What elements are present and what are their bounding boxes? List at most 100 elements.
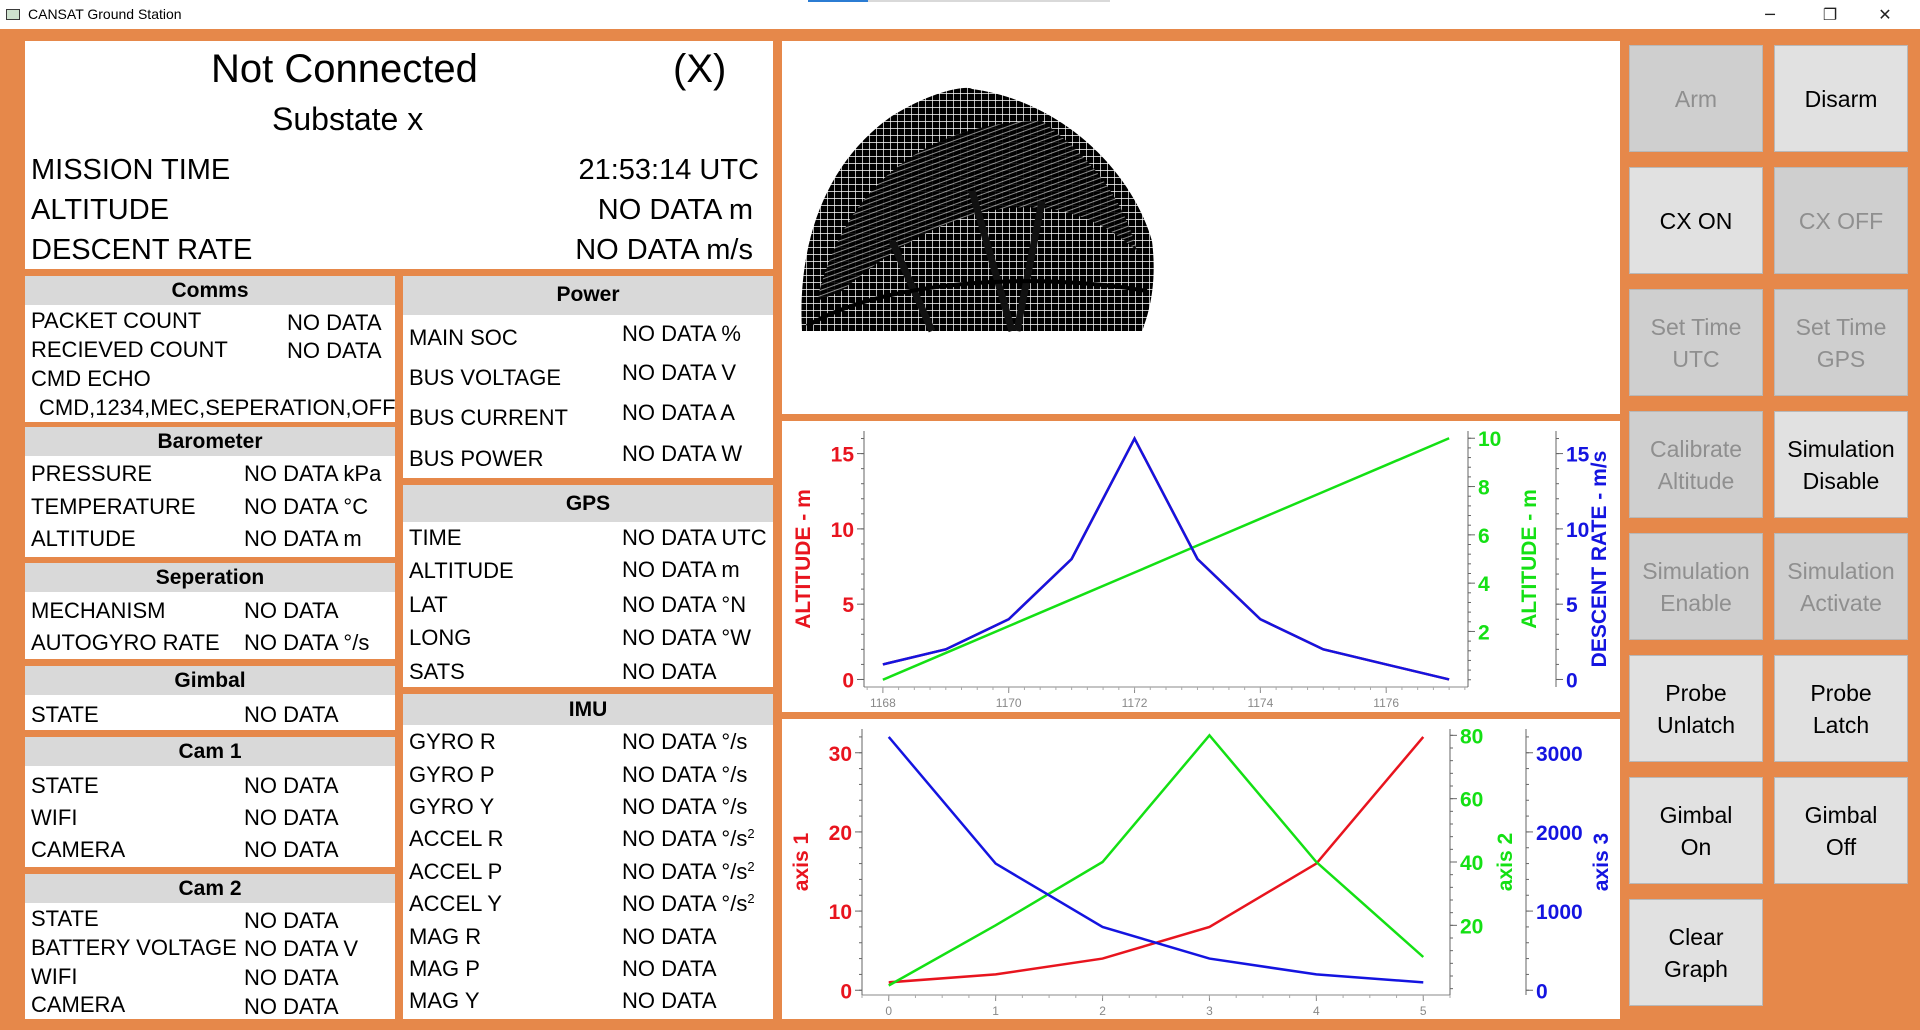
long-label: LONG xyxy=(409,625,472,650)
cam1-state-label: STATE xyxy=(31,773,99,798)
main-soc-label: MAIN SOC xyxy=(409,325,518,350)
imu-value-gyro-p: NO DATA °/s xyxy=(622,763,747,787)
simulation-activate-button[interactable]: Simulation Activate xyxy=(1774,533,1908,640)
probe-latch-button[interactable]: Probe Latch xyxy=(1774,655,1908,762)
imu-value-text: NO DATA °/s xyxy=(622,762,748,787)
set-time-utc-button[interactable]: Set Time UTC xyxy=(1629,289,1763,396)
power-panel: Power MAIN SOC NO DATA % BUS VOLTAGE NO … xyxy=(403,276,773,478)
probe-unlatch-button[interactable]: Probe Unlatch xyxy=(1629,655,1763,762)
imu-value-accel-r: NO DATA °/s2 xyxy=(622,827,755,851)
simulation-enable-button[interactable]: Simulation Enable xyxy=(1629,533,1763,640)
blue-y-tick-label: 1000 xyxy=(1536,901,1583,924)
temperature-label: TEMPERATURE xyxy=(31,494,196,519)
blue-y-tick-label: 0 xyxy=(1536,980,1548,1003)
green-y-tick-label: 40 xyxy=(1460,852,1483,875)
green-y-tick-label: 20 xyxy=(1460,915,1483,938)
close-icon[interactable]: ✕ xyxy=(1878,5,1892,24)
imu-value-text: NO DATA xyxy=(622,988,717,1013)
baro-altitude-label: ALTITUDE xyxy=(31,526,136,551)
set-time-gps-button[interactable]: Set Time GPS xyxy=(1774,289,1908,396)
cam2-panel: Cam 2 STATE NO DATA BATTERY VOLTAGE NO D… xyxy=(25,874,395,1019)
red-y-axis-title: axis 1 xyxy=(790,832,813,891)
maximize-icon[interactable]: ❐ xyxy=(1822,5,1838,24)
cam2-wifi-label: WIFI xyxy=(31,964,78,989)
recieved-count-value: NO DATA xyxy=(287,338,382,363)
mechanism-label: MECHANISM xyxy=(31,598,166,623)
bus-current-value: NO DATA A xyxy=(622,400,735,425)
gimbal-off-button[interactable]: Gimbal Off xyxy=(1774,777,1908,884)
gimbal-title: Gimbal xyxy=(25,666,395,695)
gps-title: GPS xyxy=(403,485,773,522)
blue-series-line xyxy=(882,435,1450,681)
disarm-button[interactable]: Disarm xyxy=(1774,45,1908,152)
imu-label-mag-y: MAG Y xyxy=(409,988,480,1013)
temperature-value: NO DATA °C xyxy=(244,494,369,519)
altitude-label: ALTITUDE xyxy=(31,194,170,226)
imu-value-mag-r: NO DATA xyxy=(622,925,717,949)
connection-status: Not Connected xyxy=(211,47,478,91)
blue-y-tick-label: 2000 xyxy=(1536,822,1583,845)
cansat-3d-model xyxy=(801,87,1154,333)
altitude-chart: 1168 1170 1172 1174 1176 0 5 10 15 ALTITUDE - m 2 4… xyxy=(792,428,1611,710)
green-y-tick-label: 2 xyxy=(1478,621,1490,644)
green-y-tick-label: 10 xyxy=(1478,428,1501,451)
calibrate-altitude-button[interactable]: Calibrate Altitude xyxy=(1629,411,1763,518)
x-tick-label: 1176 xyxy=(1373,696,1399,710)
imu-value-text: NO DATA xyxy=(622,956,717,981)
gimbal-panel: Gimbal STATE NO DATA xyxy=(25,666,395,730)
titlebar-accent-line xyxy=(808,0,1110,2)
arm-button[interactable]: Arm xyxy=(1629,45,1763,152)
imu-value-text: NO DATA °/s xyxy=(622,859,748,884)
sats-label: SATS xyxy=(409,659,465,684)
mission-time-label: MISSION TIME xyxy=(31,154,231,186)
blue-y-tick-label: 15 xyxy=(1566,444,1590,467)
descent-rate-value: NO DATA m/s xyxy=(575,234,753,266)
cam1-camera-value: NO DATA xyxy=(244,837,339,862)
red-y-tick-label: 0 xyxy=(840,980,852,1003)
bus-current-label: BUS CURRENT xyxy=(409,405,568,430)
x-tick-label: 4 xyxy=(1313,1004,1320,1018)
unit-superscript: 2 xyxy=(747,891,755,906)
lat-label: LAT xyxy=(409,592,448,617)
x-tick-label: 1 xyxy=(992,1004,999,1018)
cam2-camera-value: NO DATA xyxy=(244,994,339,1019)
autogyro-rate-value: NO DATA °/s xyxy=(244,630,370,655)
mechanism-value: NO DATA xyxy=(244,598,339,623)
cam1-title: Cam 1 xyxy=(25,737,395,766)
imu-value-text: NO DATA xyxy=(622,924,717,949)
cx-on-button[interactable]: CX ON xyxy=(1629,167,1763,274)
unit-superscript: 2 xyxy=(747,826,755,841)
gimbal-state-value: NO DATA xyxy=(244,702,339,727)
imu-value-mag-y: NO DATA xyxy=(622,989,717,1013)
lat-value: NO DATA °N xyxy=(622,592,747,617)
cmd-echo-label: CMD ECHO xyxy=(31,366,151,391)
baro-altitude-value: NO DATA m xyxy=(244,526,362,551)
blue-y-axis-title: axis 3 xyxy=(1590,833,1613,891)
simulation-disable-button[interactable]: Simulation Disable xyxy=(1774,411,1908,518)
battery-voltage-value: NO DATA V xyxy=(244,936,359,961)
barometer-title: Barometer xyxy=(25,427,395,456)
cam2-wifi-value: NO DATA xyxy=(244,965,339,990)
x-tick-label: 0 xyxy=(885,1004,892,1018)
clear-graph-button[interactable]: Clear Graph xyxy=(1629,899,1763,1006)
power-title: Power xyxy=(403,276,773,315)
red-y-tick-label: 15 xyxy=(831,444,855,467)
seperation-panel: Seperation MECHANISM NO DATA AUTOGYRO RA… xyxy=(25,563,395,659)
imu-panel: IMU GYRO R NO DATA °/s GYRO P NO DATA °/s GY… xyxy=(403,694,773,1019)
barometer-panel: Barometer PRESSURE NO DATA kPa TEMPERATU… xyxy=(25,427,395,557)
bus-voltage-label: BUS VOLTAGE xyxy=(409,365,562,390)
x-tick-label: 3 xyxy=(1206,1004,1213,1018)
minimize-icon[interactable]: ─ xyxy=(1765,5,1775,24)
imu-label-gyro-y: GYRO Y xyxy=(409,794,495,819)
imu-label-gyro-r: GYRO R xyxy=(409,729,496,754)
gimbal-on-button[interactable]: Gimbal On xyxy=(1629,777,1763,884)
red-y-tick-label: 20 xyxy=(829,822,852,845)
axis-chart: 0 1 2 3 4 5 0 10 20 30 axis 1 20 40 60 80 axis 2 0 1000 20… xyxy=(790,725,1613,1018)
cx-off-button[interactable]: CX OFF xyxy=(1774,167,1908,274)
gps-time-label: TIME xyxy=(409,525,462,550)
cam2-title: Cam 2 xyxy=(25,874,395,903)
imu-value-text: NO DATA °/s xyxy=(622,826,748,851)
imu-label-accel-r: ACCEL R xyxy=(409,826,504,851)
seperation-title: Seperation xyxy=(25,563,395,592)
blue-y-tick-label: 10 xyxy=(1566,519,1589,542)
